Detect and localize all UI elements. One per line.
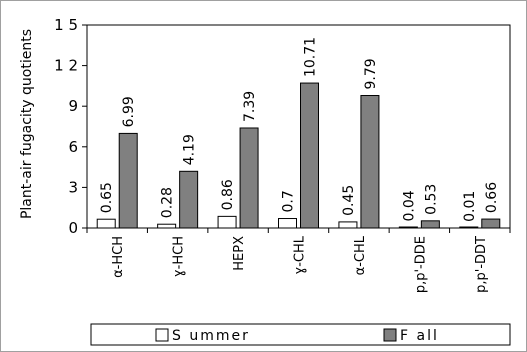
legend-swatch-fall: [383, 328, 397, 342]
x-tick-label-7: p,p'-DDT: [474, 236, 489, 293]
bar-summer-3: [217, 215, 237, 229]
plot-area-frame: [86, 24, 511, 229]
data-label-fall-4: 10.71: [303, 37, 319, 77]
data-label-fall-6: 0.53: [423, 184, 439, 215]
bar-fall-2: [179, 170, 199, 229]
data-label-summer-3: 0.86: [220, 179, 236, 210]
data-label-fall-2: 4.19: [182, 134, 198, 165]
y-ticks: 0 3 6 9 1 2 1 5: [54, 16, 87, 237]
legend: S ummer F all: [90, 323, 511, 346]
y-tick-label: 1 2: [54, 57, 78, 75]
bar-fall-5: [360, 95, 380, 229]
x-tick-label-4: ɣ-CHL: [293, 235, 308, 274]
bars: [96, 82, 501, 229]
data-label-summer-1: 0.65: [99, 182, 115, 213]
y-axis-label: Plant-air fugacity quotients: [19, 29, 35, 219]
data-label-summer-2: 0.28: [160, 187, 176, 218]
bar-fall-6: [420, 220, 440, 229]
data-label-fall-5: 9.79: [363, 58, 379, 89]
bar-summer-2: [157, 223, 177, 229]
data-label-fall-7: 0.66: [484, 182, 500, 213]
data-label-fall-1: 6.99: [121, 96, 137, 127]
y-tick-label: 1 5: [54, 16, 78, 34]
axes: [86, 24, 511, 233]
data-label-summer-5: 0.45: [341, 185, 357, 216]
data-label-summer-4: 0.7: [281, 190, 297, 212]
bar-summer-4: [278, 218, 297, 229]
bar-summer-5: [338, 221, 358, 229]
legend-swatch-summer: [155, 328, 169, 342]
bar-fall-7: [481, 218, 501, 229]
legend-box: [90, 323, 511, 346]
x-tick-label-1: α-HCH: [111, 236, 126, 278]
y-tick-label: 6: [68, 138, 78, 156]
x-tick-label-5: α-CHL: [353, 235, 368, 275]
y-tick-label: 0: [68, 219, 78, 237]
bar-fall-1: [118, 132, 138, 229]
legend-label-fall: F all: [400, 328, 439, 344]
data-label-summer-6: 0.04: [401, 190, 417, 221]
y-tick-label: 9: [68, 97, 78, 115]
data-label-fall-3: 7.39: [242, 91, 258, 122]
data-label-summer-7: 0.01: [462, 191, 478, 222]
x-tick-label-3: HEPX: [232, 236, 247, 271]
bar-fall-3: [239, 127, 259, 229]
bar-summer-6: [398, 226, 418, 229]
legend-label-summer: S ummer: [172, 328, 250, 344]
bar-summer-7: [459, 226, 479, 229]
data-labels: 0.65 6.99 0.28 4.19 0.86 7.39 0.7 10.71 0.45 9.79…: [99, 37, 500, 222]
bar-fall-4: [300, 82, 319, 229]
x-ticks: α-HCH ɣ-HCH HEPX ɣ-CHL α-CHL p,p'-DDE p,p'-DDT: [111, 235, 489, 293]
bar-summer-1: [96, 218, 116, 229]
x-tick-label-6: p,p'-DDE: [413, 236, 428, 293]
x-tick-label-2: ɣ-HCH: [172, 236, 187, 277]
y-tick-label: 3: [68, 178, 78, 196]
